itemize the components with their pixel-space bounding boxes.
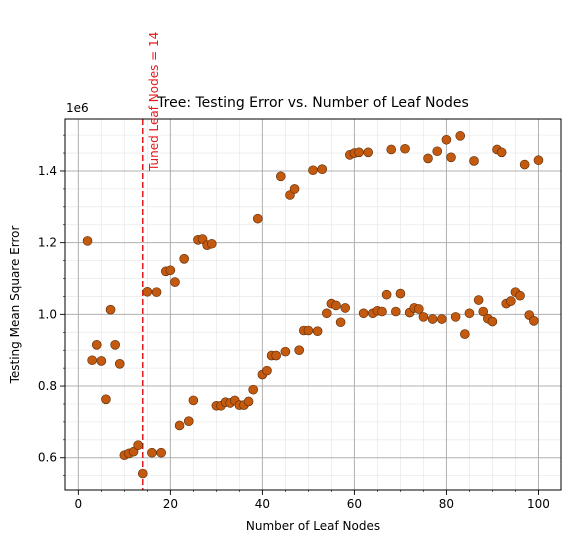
y-tick-label: 1.2 — [38, 236, 57, 250]
data-point — [391, 306, 401, 317]
y-tick-label: 1.0 — [38, 307, 57, 321]
data-point — [432, 146, 443, 157]
data-point — [91, 340, 102, 350]
data-point — [473, 295, 484, 305]
y-tick-label: 0.6 — [38, 451, 57, 465]
data-point — [414, 304, 424, 314]
data-point — [395, 288, 406, 299]
data-point — [252, 213, 263, 224]
data-point — [464, 308, 475, 319]
data-point — [133, 440, 143, 450]
data-point — [312, 326, 323, 337]
data-point — [289, 184, 300, 194]
data-point — [137, 468, 148, 479]
data-point — [381, 289, 392, 300]
data-point — [437, 314, 447, 324]
data-point — [156, 447, 166, 458]
data-point — [423, 153, 433, 164]
data-point — [96, 356, 107, 366]
axis-tick-labels: 0 20 40 60 80 100 0.6 0.8 1.0 1.2 1.4 — [38, 164, 550, 511]
data-point — [170, 277, 180, 287]
y-axis-multiplier: 1e6 — [66, 101, 89, 115]
data-point — [262, 365, 272, 376]
data-point — [469, 156, 479, 166]
x-tick-label: 100 — [527, 497, 550, 511]
data-point — [529, 316, 539, 326]
data-point — [271, 350, 281, 361]
data-point — [427, 314, 438, 324]
data-point — [441, 134, 452, 145]
data-point — [377, 306, 387, 317]
x-tick-label: 60 — [347, 497, 362, 511]
data-point — [114, 359, 125, 369]
data-point — [179, 253, 189, 264]
data-point — [354, 147, 364, 158]
x-axis-label: Number of Leaf Nodes — [246, 519, 380, 533]
data-point — [206, 238, 217, 249]
data-point — [87, 355, 97, 366]
data-point — [455, 131, 466, 141]
x-tick-label: 40 — [255, 497, 270, 511]
chart-title: Tree: Testing Error vs. Number of Leaf N… — [156, 95, 469, 111]
y-tick-label: 1.4 — [38, 164, 57, 178]
data-point — [308, 165, 318, 176]
plot-frame — [64, 118, 562, 491]
data-point — [358, 308, 369, 319]
data-point — [363, 147, 374, 158]
data-point — [165, 265, 176, 276]
data-point — [386, 144, 397, 155]
data-points — [82, 131, 544, 479]
data-point — [418, 312, 429, 322]
data-point — [303, 325, 314, 336]
data-point — [101, 394, 111, 405]
data-point — [460, 329, 470, 339]
data-point — [322, 308, 332, 319]
y-tick-label: 0.8 — [38, 379, 57, 393]
x-tick-label: 0 — [75, 497, 83, 511]
axis-ticks — [60, 134, 539, 495]
data-point — [496, 147, 507, 158]
data-point — [280, 346, 291, 357]
data-point — [174, 420, 185, 431]
data-point — [243, 396, 254, 407]
data-point — [128, 446, 139, 457]
x-tick-label: 80 — [439, 497, 454, 511]
data-point — [147, 447, 157, 458]
data-point — [446, 152, 456, 163]
data-point — [248, 384, 258, 395]
data-point — [450, 312, 461, 322]
data-point — [506, 296, 516, 306]
data-point — [331, 300, 341, 311]
data-point — [275, 171, 286, 182]
data-point — [487, 316, 498, 327]
data-point — [151, 287, 162, 297]
data-point — [400, 143, 410, 154]
data-point — [142, 286, 153, 297]
data-point — [294, 345, 304, 356]
data-point — [478, 306, 489, 317]
data-point — [533, 155, 544, 166]
data-point — [317, 164, 328, 174]
y-axis-label: Testing Mean Square Error — [8, 226, 22, 385]
data-point — [340, 303, 351, 313]
data-point — [335, 317, 346, 328]
data-point — [515, 290, 525, 301]
data-point — [188, 395, 199, 406]
x-tick-label: 20 — [163, 497, 178, 511]
data-point — [110, 340, 120, 350]
tuned-leaf-nodes-label: Tuned Leaf Nodes = 14 — [147, 32, 161, 172]
data-point — [183, 416, 194, 426]
data-point — [519, 159, 530, 170]
data-point — [105, 304, 116, 315]
data-point — [82, 236, 93, 246]
